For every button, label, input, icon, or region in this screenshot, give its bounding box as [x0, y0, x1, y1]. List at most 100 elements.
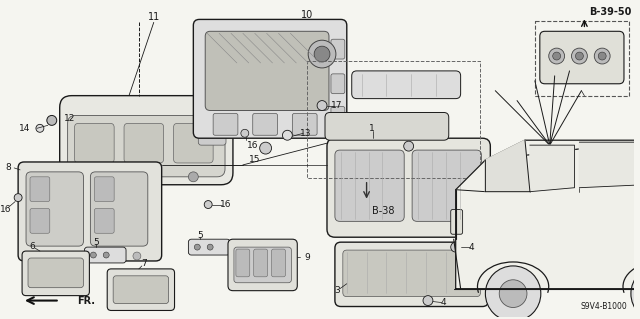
Text: FR.: FR.	[77, 296, 95, 306]
Circle shape	[317, 100, 327, 110]
Circle shape	[195, 244, 200, 250]
FancyBboxPatch shape	[540, 31, 624, 84]
Circle shape	[308, 40, 336, 68]
Bar	[535, 21, 629, 96]
Text: 5: 5	[93, 238, 99, 247]
FancyBboxPatch shape	[193, 19, 347, 138]
Text: 7: 7	[141, 259, 147, 269]
Text: 6: 6	[29, 241, 35, 251]
FancyBboxPatch shape	[18, 162, 162, 261]
FancyBboxPatch shape	[335, 150, 404, 221]
Circle shape	[188, 172, 198, 182]
Circle shape	[575, 52, 584, 60]
Circle shape	[553, 52, 561, 60]
Text: 9: 9	[304, 253, 310, 262]
FancyBboxPatch shape	[74, 123, 114, 163]
Circle shape	[133, 252, 141, 260]
Circle shape	[47, 115, 57, 125]
FancyBboxPatch shape	[198, 110, 226, 145]
FancyBboxPatch shape	[94, 177, 114, 202]
Text: 4: 4	[468, 243, 474, 252]
Text: 14: 14	[19, 124, 31, 133]
FancyBboxPatch shape	[412, 150, 481, 221]
FancyBboxPatch shape	[22, 251, 90, 296]
FancyBboxPatch shape	[124, 123, 164, 163]
FancyBboxPatch shape	[213, 114, 238, 135]
Circle shape	[282, 130, 292, 140]
Circle shape	[90, 252, 97, 258]
Circle shape	[103, 252, 109, 258]
Text: 13: 13	[300, 129, 311, 138]
FancyBboxPatch shape	[292, 114, 317, 135]
FancyBboxPatch shape	[188, 239, 230, 255]
Text: B-39-50: B-39-50	[589, 6, 632, 17]
Circle shape	[314, 46, 330, 62]
FancyBboxPatch shape	[30, 177, 50, 202]
FancyBboxPatch shape	[60, 96, 233, 185]
FancyBboxPatch shape	[113, 276, 168, 304]
FancyBboxPatch shape	[343, 250, 481, 297]
FancyBboxPatch shape	[236, 249, 250, 277]
Polygon shape	[530, 145, 575, 192]
FancyBboxPatch shape	[108, 269, 175, 310]
Circle shape	[241, 129, 249, 137]
Circle shape	[631, 266, 640, 319]
Circle shape	[207, 244, 213, 250]
Text: 16: 16	[220, 200, 232, 209]
Circle shape	[209, 113, 215, 118]
Circle shape	[34, 252, 42, 260]
Text: 8: 8	[5, 163, 11, 172]
Text: 17: 17	[331, 101, 342, 110]
FancyBboxPatch shape	[253, 249, 268, 277]
Circle shape	[134, 172, 144, 182]
Text: 16: 16	[0, 205, 11, 214]
FancyBboxPatch shape	[331, 74, 345, 94]
FancyBboxPatch shape	[68, 115, 225, 177]
Circle shape	[68, 252, 77, 260]
Text: B-38: B-38	[372, 206, 394, 217]
FancyBboxPatch shape	[352, 71, 461, 99]
Circle shape	[404, 141, 413, 151]
FancyBboxPatch shape	[30, 209, 50, 233]
Text: 12: 12	[64, 114, 76, 123]
FancyBboxPatch shape	[325, 113, 449, 140]
Circle shape	[485, 266, 541, 319]
Bar	[307, 61, 481, 178]
Circle shape	[572, 48, 588, 64]
Circle shape	[260, 142, 271, 154]
Circle shape	[209, 124, 215, 130]
FancyBboxPatch shape	[26, 172, 83, 246]
FancyBboxPatch shape	[173, 123, 213, 163]
Text: 10: 10	[301, 11, 314, 20]
FancyBboxPatch shape	[253, 114, 278, 135]
Circle shape	[548, 48, 564, 64]
Polygon shape	[485, 140, 530, 192]
Text: 16: 16	[247, 141, 259, 150]
FancyBboxPatch shape	[90, 172, 148, 246]
Circle shape	[103, 252, 111, 260]
FancyBboxPatch shape	[335, 242, 488, 307]
Circle shape	[79, 172, 90, 182]
Text: S9V4-B1000: S9V4-B1000	[581, 302, 628, 311]
Text: 15: 15	[249, 155, 260, 165]
Circle shape	[598, 52, 606, 60]
FancyBboxPatch shape	[331, 39, 345, 59]
FancyBboxPatch shape	[228, 239, 298, 291]
FancyBboxPatch shape	[327, 138, 490, 237]
Text: 5: 5	[197, 231, 203, 240]
FancyBboxPatch shape	[28, 258, 83, 288]
Text: 1: 1	[369, 124, 374, 133]
FancyBboxPatch shape	[84, 247, 126, 263]
Text: 2: 2	[502, 180, 508, 189]
Circle shape	[36, 124, 44, 132]
Circle shape	[204, 201, 212, 209]
Text: 11: 11	[148, 12, 160, 22]
Polygon shape	[456, 140, 640, 289]
Circle shape	[499, 280, 527, 308]
Circle shape	[451, 242, 461, 252]
FancyBboxPatch shape	[205, 31, 329, 110]
FancyBboxPatch shape	[271, 249, 285, 277]
Circle shape	[423, 296, 433, 306]
FancyBboxPatch shape	[331, 107, 345, 126]
FancyBboxPatch shape	[234, 247, 291, 283]
